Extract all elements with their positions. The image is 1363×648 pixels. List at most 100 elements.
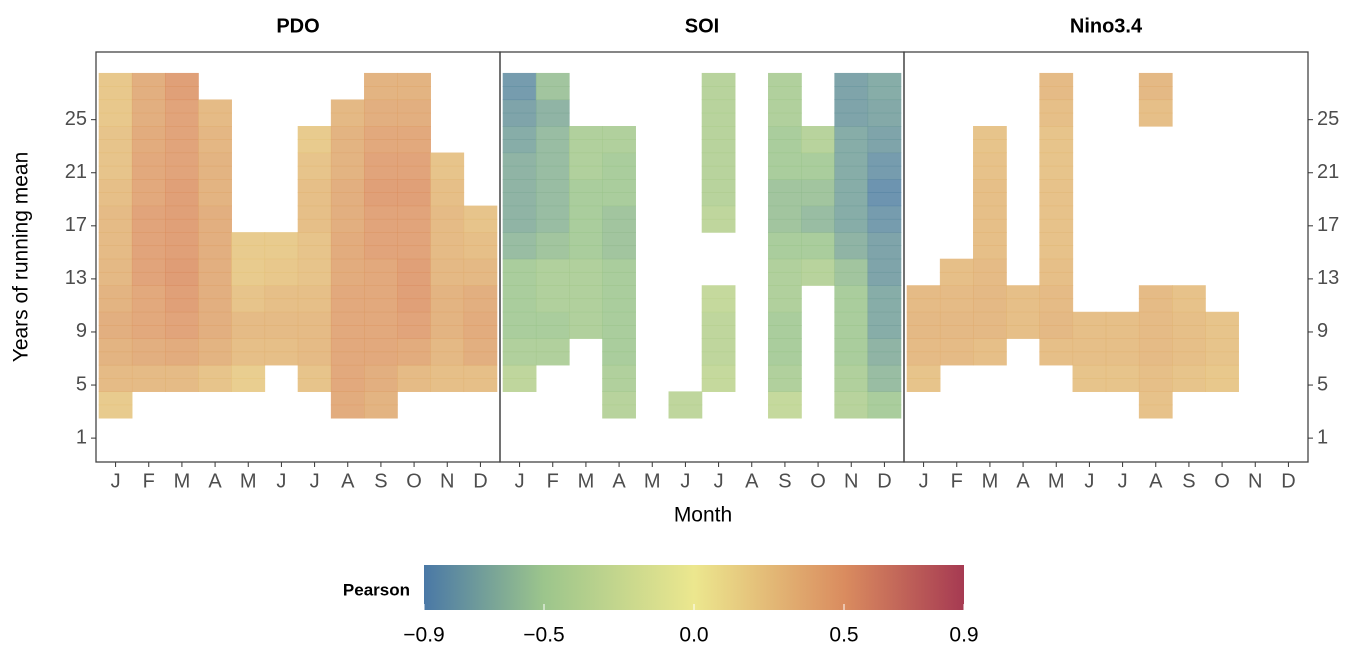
heat-cell: [602, 364, 636, 379]
heat-cell: [535, 338, 570, 353]
heat-cell: [98, 192, 133, 207]
heat-cell: [397, 258, 431, 273]
heat-cell: [198, 271, 232, 286]
heat-cell: [198, 351, 232, 366]
heat-cell: [364, 72, 398, 87]
heat-cell: [364, 112, 398, 127]
heat-cell: [502, 165, 537, 180]
y-tick-label-right: 5: [1317, 373, 1328, 395]
heat-cell: [701, 311, 736, 326]
heat-cell: [330, 232, 365, 247]
heat-cell: [1039, 311, 1074, 326]
heat-cell: [569, 165, 603, 180]
heat-cell: [297, 165, 332, 180]
heat-cell: [502, 338, 537, 353]
heat-cell: [602, 152, 636, 167]
heat-cell: [297, 378, 332, 392]
heat-cell: [1072, 325, 1107, 339]
heat-cell: [165, 192, 199, 207]
heat-cell: [973, 179, 1007, 193]
heat-cell: [502, 99, 537, 114]
heat-cell: [768, 232, 802, 247]
x-tick-label: M: [1048, 470, 1065, 492]
heat-cell: [535, 165, 570, 180]
heat-cell: [701, 99, 736, 114]
heat-cell: [701, 205, 736, 220]
heat-cell: [198, 165, 232, 180]
heat-cell: [1039, 72, 1074, 87]
heat-cell: [906, 364, 941, 379]
heat-cell: [535, 205, 570, 220]
x-tick-label: A: [612, 470, 626, 492]
heat-cell: [330, 245, 365, 260]
heat-cell: [430, 338, 465, 353]
heat-cell: [231, 232, 266, 247]
heat-cell: [330, 112, 365, 127]
heat-cell: [131, 232, 166, 247]
heat-cell: [939, 285, 974, 300]
heat-cell: [231, 298, 266, 313]
heat-cell: [330, 139, 365, 154]
heat-cell: [364, 165, 398, 180]
colorbar-tick-label: 0.5: [829, 624, 858, 647]
heat-cell: [867, 72, 902, 87]
heat-cell: [701, 112, 736, 127]
heat-cell: [430, 179, 465, 193]
heat-cell: [906, 338, 941, 353]
heat-cell: [364, 391, 398, 406]
heat-cell: [973, 351, 1007, 366]
heat-cell: [973, 218, 1007, 233]
heat-cell: [569, 139, 603, 154]
heat-cell: [1039, 338, 1074, 353]
heat-cell: [939, 311, 974, 326]
heat-cell: [867, 245, 902, 260]
heat-cell: [397, 325, 431, 339]
heat-cell: [502, 325, 537, 339]
heat-cell: [264, 338, 299, 353]
heat-cell: [834, 112, 869, 127]
heat-cell: [535, 126, 570, 140]
heat-cell: [834, 404, 869, 419]
heat-cell: [165, 165, 199, 180]
heat-cell: [602, 205, 636, 220]
heat-cell: [801, 165, 835, 180]
heat-cell: [131, 271, 166, 286]
x-tick-label: N: [1248, 470, 1262, 492]
heat-cell: [264, 298, 299, 313]
heat-cell: [297, 285, 332, 300]
heat-cell: [330, 179, 365, 193]
y-tick-label: 9: [76, 320, 87, 342]
heat-cell: [768, 152, 802, 167]
heat-cell: [973, 325, 1007, 339]
heat-cell: [330, 218, 365, 233]
heat-cell: [535, 245, 570, 260]
heat-cell: [602, 325, 636, 339]
heat-cell: [867, 192, 902, 207]
heat-cell: [768, 112, 802, 127]
heat-cell: [502, 112, 537, 127]
heat-cell: [1039, 165, 1074, 180]
heat-cell: [834, 218, 869, 233]
heat-cell: [569, 285, 603, 300]
heat-cell: [502, 298, 537, 313]
heat-cell: [397, 351, 431, 366]
heat-cell: [330, 311, 365, 326]
heat-cell: [535, 325, 570, 339]
heat-cell: [768, 364, 802, 379]
heat-cell: [602, 391, 636, 406]
heat-cell: [330, 271, 365, 286]
heat-cell: [1039, 245, 1074, 260]
heat-cell: [906, 351, 941, 366]
x-tick-label: J: [1118, 470, 1128, 492]
heat-cell: [131, 378, 166, 392]
heat-cell: [602, 126, 636, 140]
panel-title: PDO: [276, 15, 319, 37]
heat-cell: [939, 258, 974, 273]
heat-cell: [535, 271, 570, 286]
x-tick-label: A: [208, 470, 222, 492]
heat-cell: [973, 165, 1007, 180]
heat-cell: [98, 218, 133, 233]
heat-cell: [364, 351, 398, 366]
colorbar-label: Pearson: [343, 580, 410, 599]
